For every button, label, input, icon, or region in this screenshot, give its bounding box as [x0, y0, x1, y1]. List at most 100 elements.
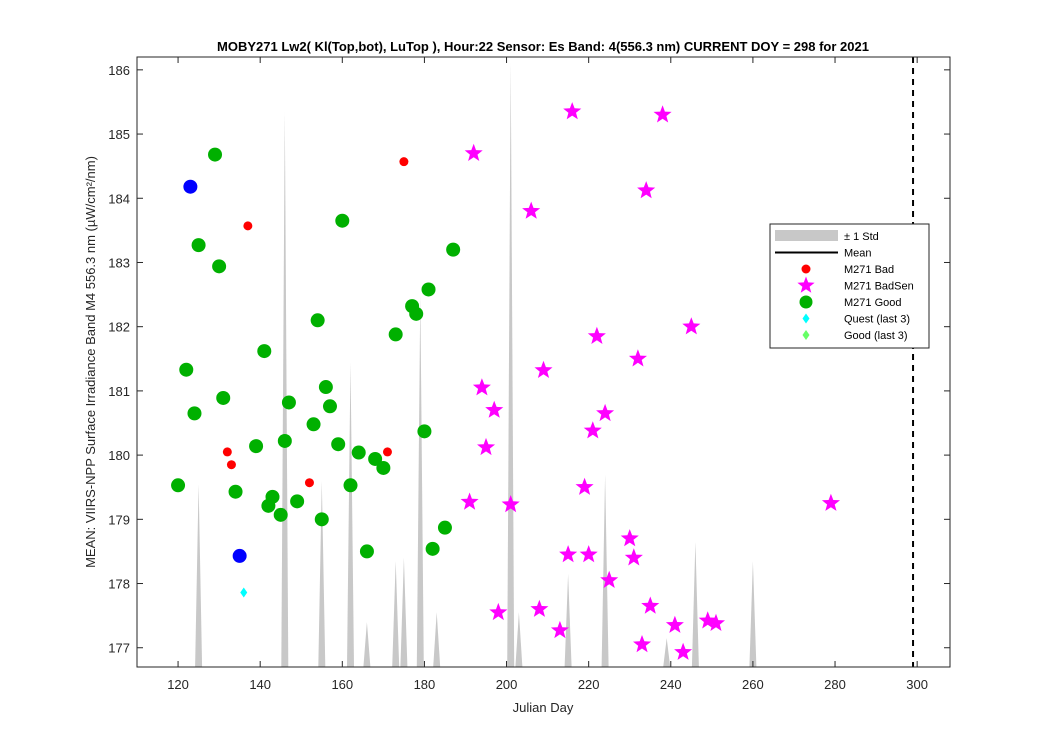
good-point — [314, 512, 329, 527]
badsen-star — [489, 602, 508, 621]
legend-label: Good (last 3) — [844, 330, 908, 342]
good-point — [351, 445, 366, 460]
std-spikes — [195, 62, 757, 668]
std-spike — [347, 362, 354, 667]
x-tick-label: 300 — [906, 677, 928, 692]
std-spike — [749, 561, 757, 667]
std-spike — [400, 557, 408, 667]
good-point — [249, 439, 264, 454]
legend-diamond-swatch — [802, 313, 810, 324]
good-point — [257, 344, 272, 359]
good-point — [388, 327, 403, 342]
bad-point — [399, 157, 409, 167]
badsen-star — [628, 349, 647, 367]
y-tick-label: 186 — [108, 63, 130, 78]
badsen-star — [530, 599, 549, 617]
good-point — [306, 417, 321, 432]
badsen-star — [682, 317, 701, 335]
good-point — [335, 213, 350, 228]
badsen-star — [600, 570, 619, 588]
std-spike — [515, 612, 523, 667]
badsen-star — [587, 326, 606, 344]
good-point — [343, 478, 358, 493]
y-axis-label: MEAN: VIIRS-NPP Surface Irradiance Band … — [83, 156, 98, 568]
good-point — [179, 362, 194, 377]
legend-box — [769, 223, 930, 349]
good-point — [417, 424, 432, 439]
badsen-star — [550, 620, 569, 639]
x-tick-label: 260 — [742, 677, 764, 692]
good-point — [290, 494, 305, 509]
x-tick-label: 120 — [167, 677, 189, 692]
bad-point — [304, 478, 314, 488]
good-point — [421, 282, 436, 297]
good-point — [368, 451, 383, 466]
good-point — [191, 238, 206, 253]
std-spike — [392, 561, 400, 667]
bad-point — [222, 447, 232, 457]
good-point — [281, 395, 296, 410]
badsen-star — [579, 545, 598, 563]
good-point — [212, 259, 227, 274]
badsen-star — [698, 611, 717, 629]
blue-point — [183, 179, 198, 194]
badsen-star — [706, 613, 725, 631]
bad-point — [243, 221, 253, 231]
std-spike — [564, 573, 572, 667]
x-tick-label: 200 — [496, 677, 518, 692]
badsen-star — [559, 545, 578, 563]
legend-std-swatch — [775, 230, 838, 241]
good-point — [171, 478, 186, 493]
legend-label: Quest (last 3) — [844, 314, 910, 326]
std-spike — [507, 62, 515, 668]
y-tick-label: 182 — [108, 320, 130, 335]
legend-label: Mean — [844, 248, 872, 260]
y-tick-label: 181 — [108, 384, 130, 399]
badsen-star — [624, 548, 643, 566]
badsen-star — [583, 421, 602, 439]
y-tick-label: 183 — [108, 255, 130, 270]
plot-frame — [136, 56, 951, 668]
y-tick-label: 185 — [108, 127, 130, 142]
legend-good-swatch — [799, 295, 813, 309]
good-point — [446, 242, 461, 257]
quest-diamond — [240, 587, 248, 598]
blue-point — [232, 548, 247, 563]
good-point — [359, 544, 374, 559]
badsen-star — [821, 493, 840, 511]
badsen-star — [464, 143, 483, 161]
badsen-star — [674, 642, 693, 660]
badsen-star — [596, 403, 615, 422]
good-point — [208, 147, 223, 162]
bad-point — [382, 447, 392, 457]
x-tick-label: 140 — [249, 677, 271, 692]
good-point — [228, 484, 243, 499]
std-spike — [601, 474, 609, 667]
badsen-star — [534, 360, 553, 378]
legend-label: ± 1 Std — [844, 231, 879, 243]
std-spike — [416, 294, 424, 667]
badsen-star — [641, 596, 660, 614]
std-spike — [363, 622, 371, 667]
axes: 120 140 160 180 200 220 240 260 280 300 177 178 179 1… — [108, 57, 950, 692]
y-tick-label: 178 — [108, 577, 130, 592]
badsen-star — [620, 529, 639, 547]
good-point — [187, 406, 202, 421]
x-tick-label: 220 — [578, 677, 600, 692]
good-point — [322, 399, 337, 414]
badsen-star — [633, 635, 652, 653]
good-point — [216, 390, 231, 405]
good-point — [437, 520, 452, 535]
good-point — [310, 313, 325, 328]
y-tick-label: 177 — [108, 641, 130, 656]
data-points — [171, 102, 840, 660]
legend-bad-swatch — [801, 264, 811, 274]
good-point — [265, 489, 280, 504]
badsen-star — [637, 181, 656, 199]
x-tick-label: 280 — [824, 677, 846, 692]
good-point — [318, 380, 333, 395]
badsen-star — [485, 400, 504, 418]
legend-label: M271 BadSen — [844, 281, 914, 293]
x-axis-label: Julian Day — [513, 700, 574, 715]
